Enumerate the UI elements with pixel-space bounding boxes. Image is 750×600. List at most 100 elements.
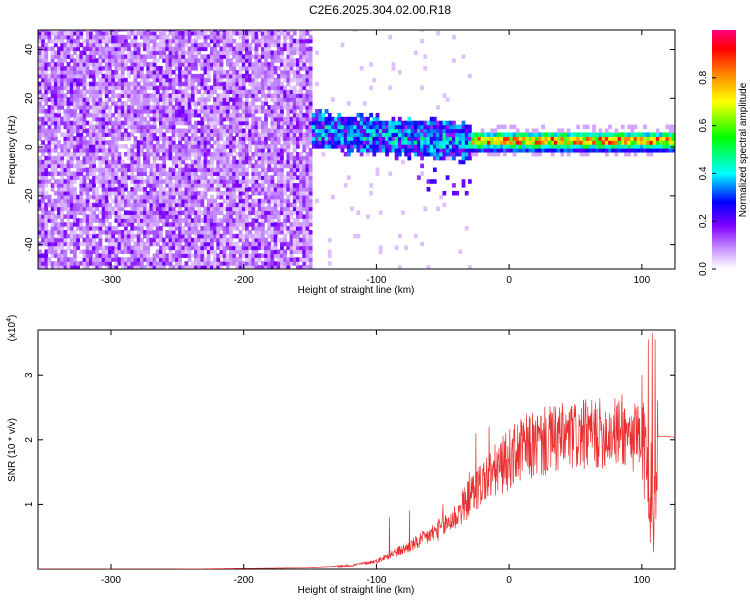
spectrogram-cell <box>60 187 65 192</box>
spectrogram-cell <box>69 257 74 262</box>
spectrogram-cell <box>162 38 166 44</box>
spectrogram-cell <box>66 42 71 48</box>
spectrogram-cell <box>66 190 71 196</box>
spectrogram-cell <box>143 42 147 48</box>
spectrogram-cell <box>292 249 297 254</box>
spectrogram-cell <box>85 198 90 204</box>
spectrogram-cell <box>108 202 112 208</box>
spectrogram-cell <box>241 58 246 63</box>
spectrogram-cell <box>44 81 49 87</box>
spectrogram-cell <box>232 66 237 71</box>
spectrogram-cell <box>79 179 84 184</box>
spectrogram-cell <box>206 69 211 75</box>
spectrogram-cell <box>133 198 138 204</box>
spectrogram-cell <box>251 73 256 79</box>
spectrogram-cell <box>413 140 418 145</box>
spectrogram-cell <box>111 179 116 184</box>
spectrogram-cell <box>133 175 138 180</box>
spectrogram-cell <box>206 187 211 192</box>
spectrogram-cell <box>267 148 272 153</box>
spectrogram-cell <box>299 93 303 98</box>
spectrogram-cell <box>190 30 195 32</box>
spectrogram-cell <box>346 140 351 145</box>
spectrogram-cell <box>225 101 230 106</box>
spectrogram-cell <box>187 109 192 114</box>
spectrogram-cell <box>139 206 144 212</box>
spectrogram-cell <box>251 175 256 180</box>
spectrogram-cell <box>171 69 176 75</box>
spectrogram-cell <box>350 128 354 134</box>
spectrogram-cell <box>401 144 405 149</box>
spectrogram-cell <box>222 128 227 134</box>
spectrogram-cell <box>356 140 361 145</box>
spectrogram-cell <box>254 249 259 254</box>
spectrogram-cell <box>280 81 284 87</box>
spectrogram-cell <box>225 69 230 75</box>
spectrogram-cell <box>174 112 179 118</box>
spectrogram-cell <box>92 73 96 79</box>
spectrogram-cell <box>295 163 300 169</box>
spectrogram-cell <box>340 140 345 145</box>
spectrogram-cell <box>57 101 61 106</box>
spectrogram-cell <box>334 140 338 145</box>
spectrogram-cell <box>299 62 303 67</box>
spectrogram-cell <box>213 85 217 91</box>
spectrogram-cell <box>235 249 240 254</box>
spectrogram-cell <box>194 198 198 204</box>
spectrogram-cell <box>276 249 281 254</box>
spectrogram-cell <box>353 120 358 126</box>
spectrogram-cell <box>117 38 122 44</box>
spectrogram-cell <box>426 132 431 137</box>
spectrogram-cell <box>123 183 128 188</box>
spectrogram-cell <box>276 93 281 98</box>
spectrogram-cell <box>302 159 307 165</box>
spectrogram-cell <box>385 136 389 141</box>
spectrogram-cell <box>318 132 323 137</box>
spectrogram-cell <box>273 163 278 169</box>
spectrogram-cell <box>162 109 166 114</box>
spectrogram-cell <box>235 245 240 251</box>
spectrogram-cell <box>127 175 131 180</box>
spectrogram-cell <box>369 140 374 145</box>
spectrogram-cell <box>152 144 157 149</box>
spectrogram-cell <box>165 42 170 48</box>
spectrogram-cell <box>162 105 166 110</box>
spectrogram-cell <box>216 253 221 258</box>
spectrogram-cell <box>111 171 116 176</box>
spectrogram-cell <box>245 222 249 227</box>
spectrogram-cell <box>260 144 265 149</box>
spectrogram-cell <box>197 237 202 243</box>
spectrogram-cell <box>162 30 166 32</box>
spectrogram-cell <box>308 124 313 130</box>
spectrogram-cell <box>146 85 151 91</box>
spectrogram-cell <box>260 77 265 83</box>
spectrogram-cell <box>50 85 55 91</box>
spectrogram-cell <box>165 124 170 130</box>
spectrogram-cell <box>305 66 310 71</box>
spectrogram-cell <box>225 190 230 196</box>
spectrogram-cell <box>114 128 119 134</box>
spectrogram-cell <box>222 97 227 102</box>
spectrogram-cell <box>417 151 421 157</box>
spectrogram-cell <box>270 58 275 63</box>
spectrogram-cell <box>130 50 135 55</box>
spectrogram-cell <box>69 89 74 95</box>
spectrogram-cell <box>50 140 55 145</box>
spectrogram-cell <box>394 136 399 141</box>
spectrogram-cell <box>420 155 424 161</box>
spectrogram-cell <box>73 151 77 157</box>
spectrogram-cell <box>305 194 310 200</box>
spectrogram-cell <box>73 140 77 145</box>
spectrogram-cell <box>130 132 135 137</box>
spectrogram-cell <box>76 116 81 122</box>
spectrogram-cell <box>143 30 147 36</box>
spectrogram-cell <box>200 198 205 204</box>
spectrogram-cell <box>426 187 431 192</box>
spectrogram-cell <box>76 218 81 223</box>
spectrogram-cell <box>98 265 103 269</box>
spectrogram-cell <box>130 144 135 149</box>
spectrogram-cell <box>60 163 65 169</box>
spectrogram-cell <box>162 194 166 200</box>
spectrogram-cell <box>50 30 55 36</box>
spectrogram-cell <box>95 257 100 262</box>
